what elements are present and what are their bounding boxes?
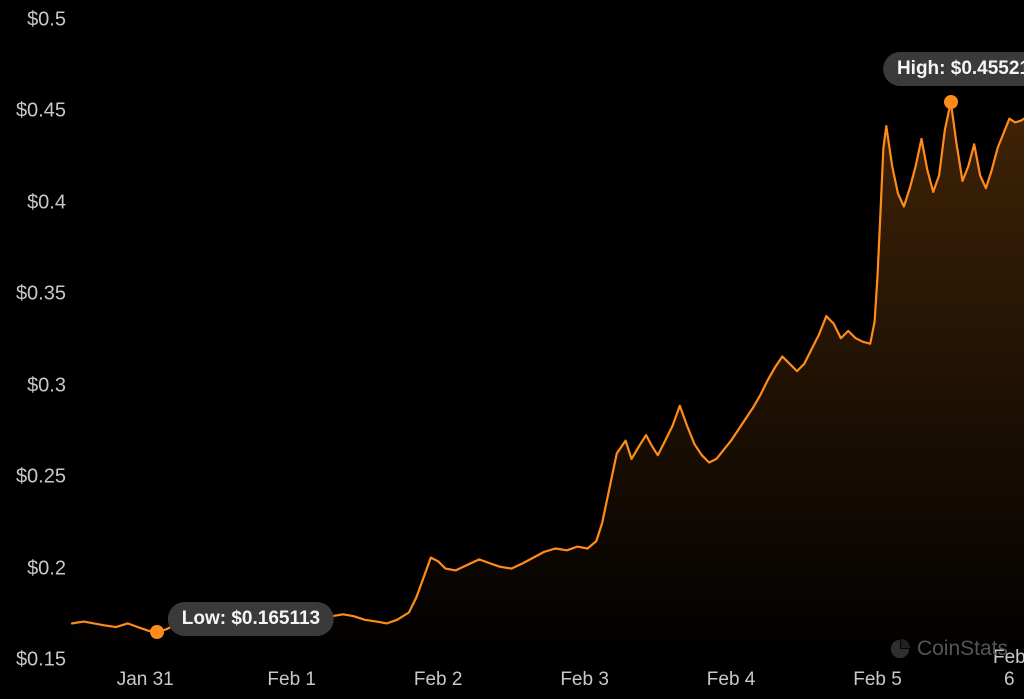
x-tick-label: Feb 5 <box>853 669 902 691</box>
low-marker <box>150 625 164 639</box>
high-marker <box>944 95 958 109</box>
x-tick-label: Feb 3 <box>560 669 609 691</box>
y-tick-label: $0.15 <box>0 649 66 672</box>
y-tick-label: $0.2 <box>0 557 66 580</box>
low-annotation: Low: $0.165113 <box>168 602 334 636</box>
chart-plot-area <box>0 0 1024 699</box>
y-tick-label: $0.35 <box>0 283 66 306</box>
y-tick-label: $0.3 <box>0 374 66 397</box>
coinstats-icon <box>889 638 911 660</box>
x-tick-label: Feb 2 <box>414 669 463 691</box>
y-tick-label: $0.5 <box>0 9 66 32</box>
price-chart[interactable]: $0.15 $0.2 $0.25 $0.3 $0.35 $0.4 $0.45 $0.5 Jan… <box>0 0 1024 699</box>
y-tick-label: $0.45 <box>0 100 66 123</box>
x-tick-label: Feb 4 <box>707 669 756 691</box>
high-annotation: High: $0.455216 <box>883 52 1024 86</box>
watermark: CoinStats <box>889 637 1008 661</box>
y-tick-label: $0.25 <box>0 466 66 489</box>
x-tick-label: Jan 31 <box>117 669 174 691</box>
y-tick-label: $0.4 <box>0 191 66 214</box>
watermark-text: CoinStats <box>917 637 1008 661</box>
x-tick-label: Feb 1 <box>267 669 316 691</box>
